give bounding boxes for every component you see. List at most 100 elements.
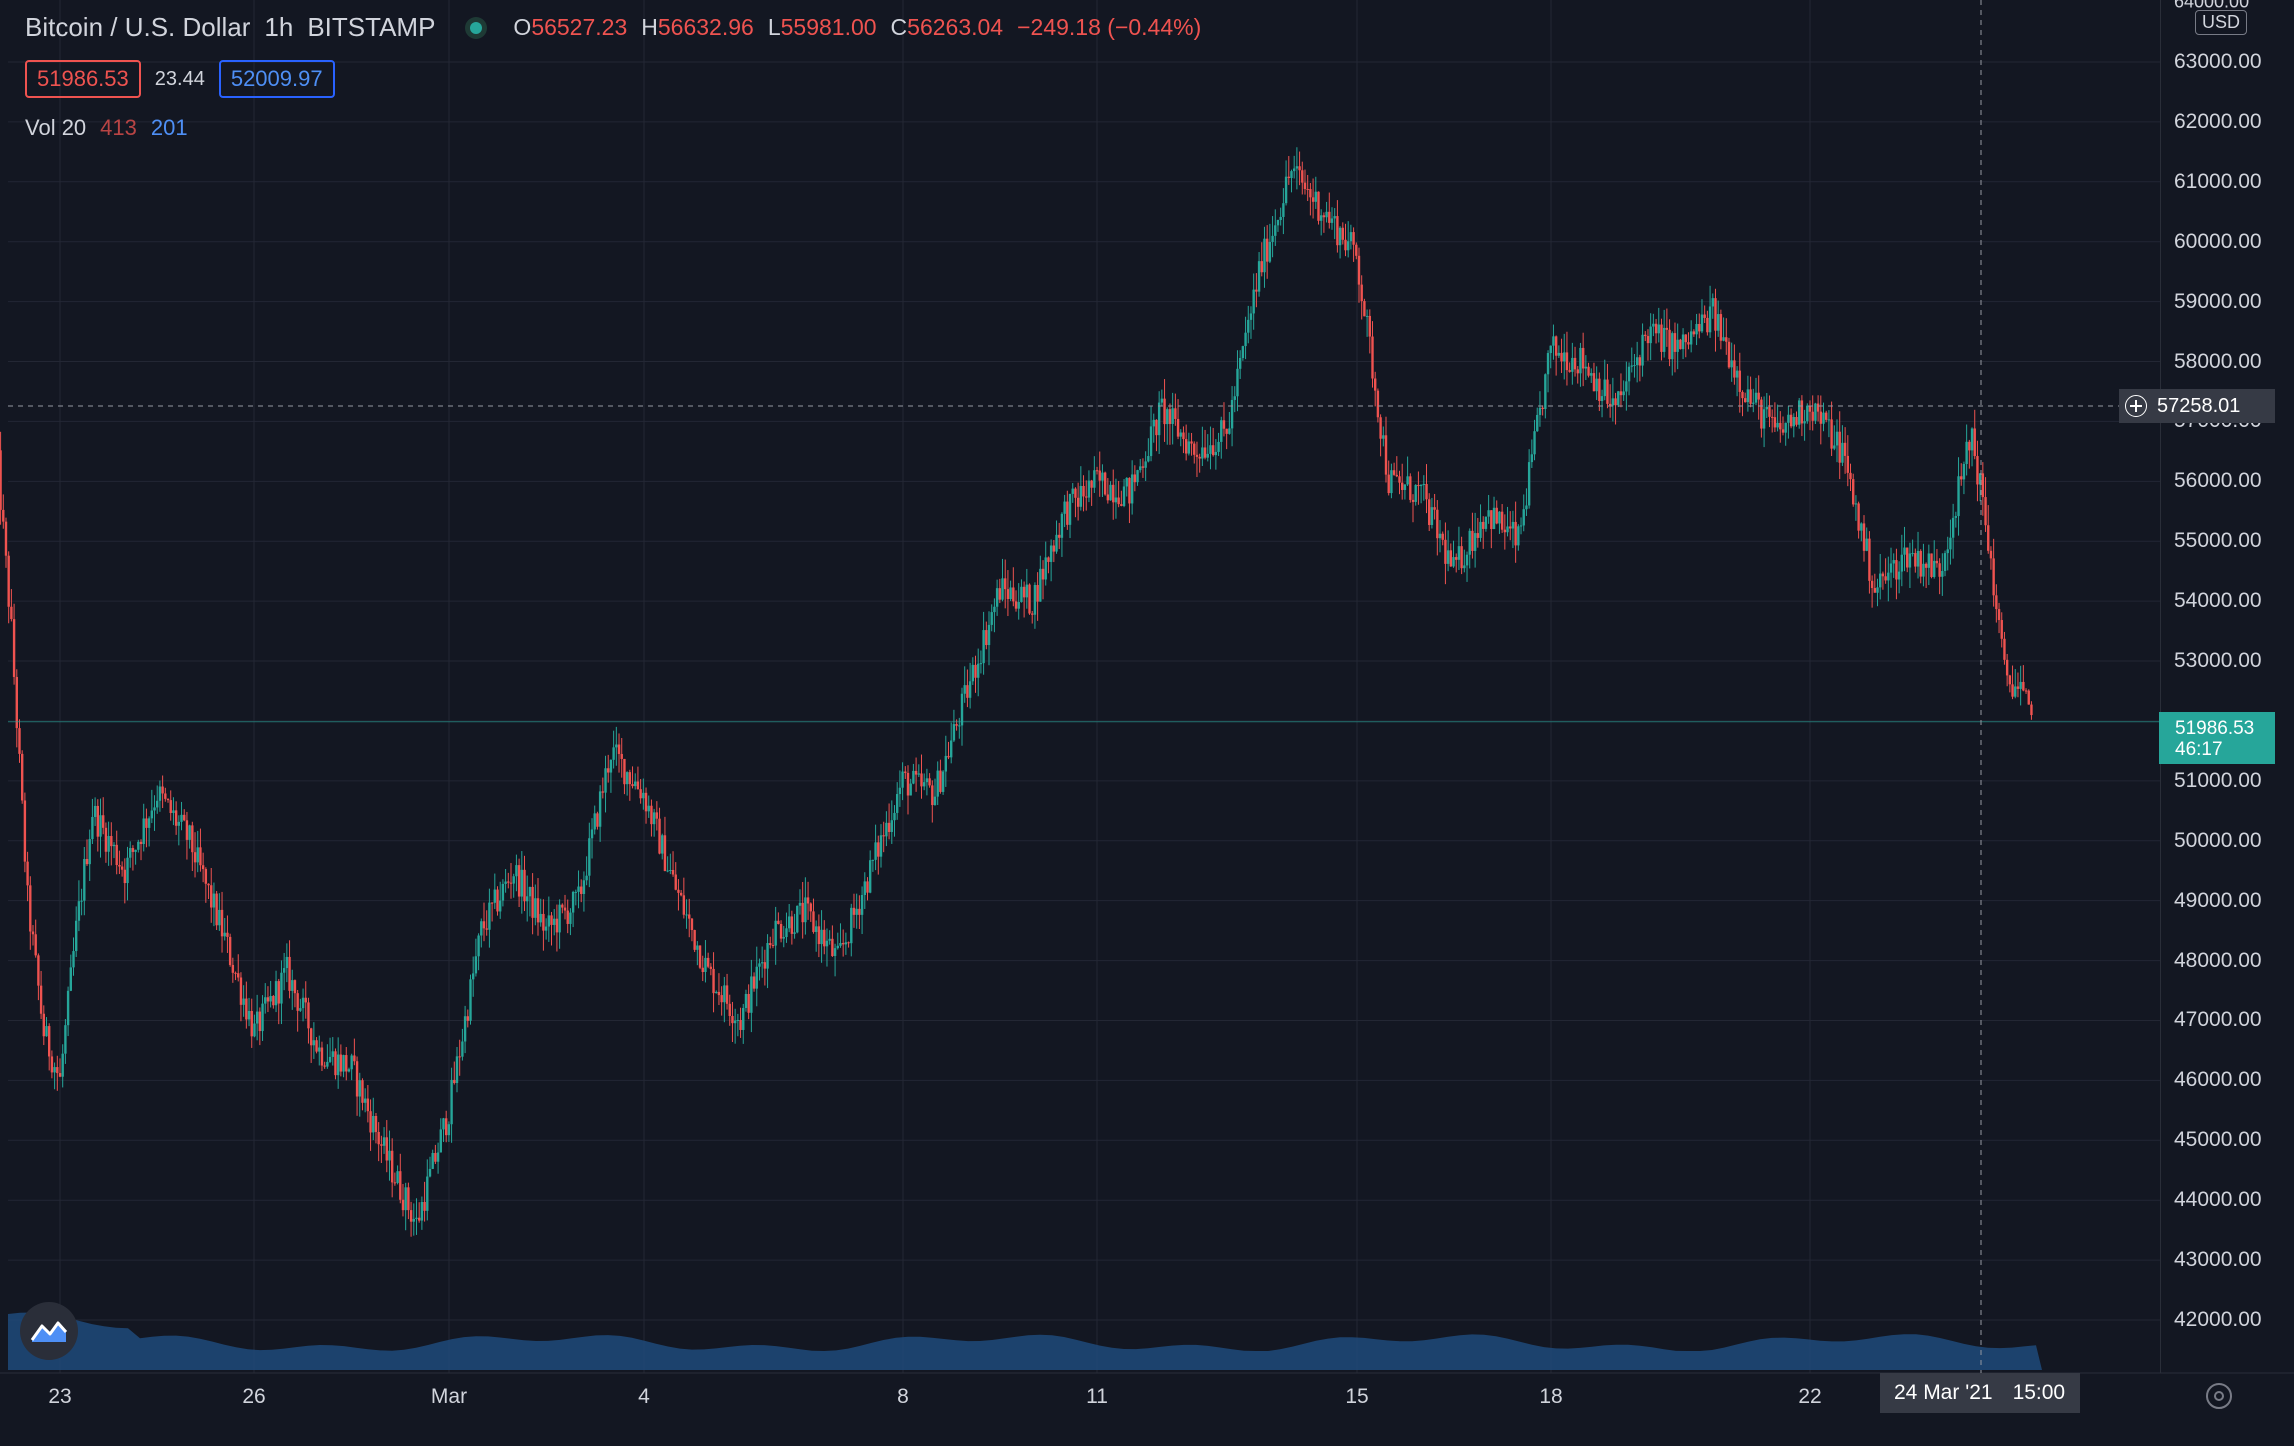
price-tick-label: 53000.00: [2174, 649, 2262, 673]
candle-body: [50, 1056, 54, 1073]
candle-body: [1368, 315, 1371, 337]
candle-body: [558, 904, 561, 933]
candle-body: [342, 1055, 345, 1072]
low-label: L: [767, 14, 781, 40]
symbol-legend[interactable]: Bitcoin / U.S. Dollar 1h BITSTAMP O56527…: [25, 12, 1201, 43]
candle-body: [950, 740, 953, 758]
candle-body: [679, 892, 683, 896]
candle-body: [420, 1201, 424, 1221]
settings-gear-icon[interactable]: [2206, 1383, 2232, 1409]
tradingview-logo-icon[interactable]: [20, 1302, 78, 1360]
candle-body: [604, 768, 607, 793]
candle-body: [129, 848, 132, 858]
candle-body: [7, 555, 10, 607]
candle-body: [1406, 476, 1409, 485]
candle-body: [126, 857, 129, 884]
candle-body: [596, 813, 599, 827]
candle-body: [858, 908, 861, 915]
candle-body: [412, 1218, 415, 1222]
time-tick-label: 26: [242, 1385, 266, 1408]
candle-body: [985, 630, 988, 646]
candle-body: [682, 895, 686, 915]
candle-body: [1265, 238, 1269, 262]
candle-body: [1473, 533, 1477, 551]
candle-body: [1633, 365, 1636, 367]
candle-body: [852, 907, 856, 915]
candle-body: [1492, 507, 1496, 530]
candle-body: [1006, 589, 1010, 600]
candle-body: [987, 624, 991, 646]
candle-body: [1012, 587, 1015, 602]
candle-body: [47, 1026, 51, 1057]
sell-button[interactable]: 51986.53: [25, 60, 141, 98]
candle-body: [1022, 586, 1026, 598]
plus-circle-icon[interactable]: [2125, 395, 2147, 417]
volume-legend[interactable]: Vol 20 413 201: [25, 115, 188, 141]
crosshair-price-tag[interactable]: 57258.01: [2119, 389, 2275, 423]
candle-body: [998, 588, 1002, 600]
last-price-tag: 51986.53 46:17: [2159, 712, 2275, 764]
candle-body: [712, 968, 715, 994]
price-tick-label: 54000.00: [2174, 589, 2262, 613]
candle-body: [1095, 470, 1099, 472]
candle-body: [223, 932, 226, 937]
candle-body: [242, 998, 245, 1005]
candle-body: [1349, 232, 1353, 242]
symbol-title[interactable]: Bitcoin / U.S. Dollar: [25, 12, 251, 42]
candle-body: [725, 985, 729, 1004]
candle-body: [860, 895, 864, 915]
candle-body: [2014, 686, 2017, 697]
candle-body: [1139, 466, 1142, 471]
volume-label: Vol 20: [25, 115, 87, 140]
candle-body: [1425, 483, 1428, 500]
candle-body: [804, 897, 807, 923]
candle-body: [369, 1111, 372, 1133]
candle-body: [1930, 553, 1933, 577]
candle-body: [80, 900, 83, 902]
candle-body: [272, 995, 275, 1006]
candle-body: [1849, 472, 1852, 480]
candle-body: [1060, 513, 1064, 538]
candle-body: [1430, 507, 1434, 525]
candle-body: [1336, 216, 1339, 246]
candle-body: [1716, 314, 1720, 331]
price-tick-label: 62000.00: [2174, 109, 2262, 133]
candle-body: [917, 773, 920, 775]
candle-body: [1414, 484, 1417, 502]
candle-body: [107, 836, 110, 852]
interval-label[interactable]: 1h: [264, 12, 294, 42]
candle-body: [1230, 399, 1234, 429]
candle-body: [1911, 553, 1914, 555]
candle-body: [1471, 530, 1474, 551]
candle-body: [139, 841, 143, 845]
price-axis[interactable]: [2160, 0, 2294, 1373]
candle-body: [447, 1124, 451, 1136]
candle-body: [1330, 218, 1334, 223]
candle-body: [1978, 473, 1982, 485]
candle-body: [1671, 333, 1674, 360]
candle-body: [933, 796, 937, 806]
candle-body: [1255, 289, 1258, 292]
candle-body: [1044, 557, 1047, 580]
candle-body: [531, 886, 534, 918]
candle-body: [977, 663, 980, 678]
volume-down-value: 413: [100, 115, 137, 140]
candle-body: [1568, 370, 1571, 372]
candle-body: [1676, 339, 1679, 352]
candle-body: [1149, 426, 1153, 457]
candle-body: [77, 901, 81, 921]
currency-label[interactable]: USD: [2195, 10, 2248, 35]
candle-body: [1760, 399, 1763, 429]
candle-body: [1390, 470, 1393, 494]
buy-button[interactable]: 52009.97: [218, 60, 335, 98]
candle-body: [966, 685, 969, 698]
candle-body: [350, 1055, 353, 1070]
candle-body: [1914, 553, 1917, 567]
candle-body: [1638, 357, 1642, 366]
candle-body: [1695, 323, 1698, 335]
candle-body: [1722, 337, 1725, 341]
candle-body: [474, 956, 478, 974]
candle-body: [1581, 347, 1585, 369]
candle-body: [571, 891, 575, 913]
